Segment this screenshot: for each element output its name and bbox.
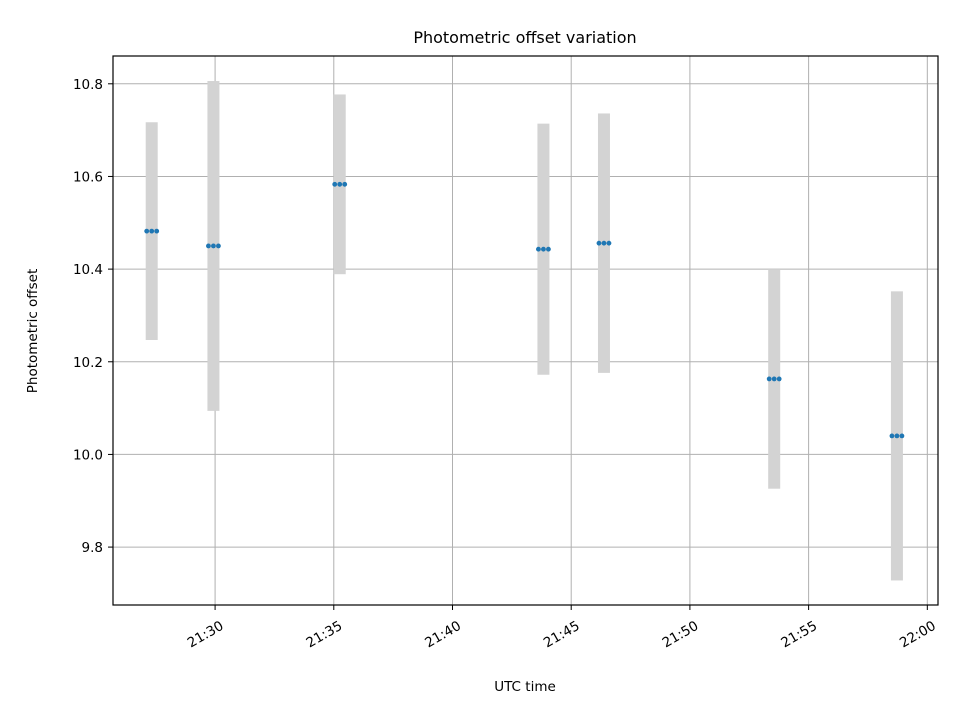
y-axis-ticks: 9.8 10.0 10.2 10.4 10.6 10.8	[73, 77, 113, 556]
data-point-marker	[596, 240, 602, 246]
data-point-marker	[541, 246, 546, 252]
y-tick-label: 10.8	[73, 77, 103, 93]
data-point	[144, 228, 160, 234]
data-point-marker	[149, 228, 155, 234]
y-tick-label: 10.2	[73, 355, 103, 371]
chart-title: Photometric offset variation	[413, 28, 636, 47]
grid-lines	[113, 56, 938, 605]
y-tick-label: 10.6	[73, 169, 103, 185]
data-points	[144, 181, 905, 439]
y-tick-label: 9.8	[82, 540, 103, 556]
data-point-marker	[889, 433, 895, 439]
data-point-marker	[211, 243, 216, 249]
data-point-marker	[206, 243, 211, 249]
data-point-marker	[216, 243, 221, 249]
plot-frame	[112, 55, 939, 606]
data-point-marker	[144, 228, 150, 234]
data-point-marker	[601, 240, 607, 246]
data-point-marker	[899, 433, 905, 439]
data-point-marker	[154, 228, 160, 234]
data-point-marker	[332, 181, 338, 187]
data-point	[332, 181, 348, 187]
data-point	[596, 240, 612, 246]
data-point-marker	[546, 246, 551, 252]
x-axis-label: UTC time	[494, 679, 556, 695]
y-tick-label: 10.0	[73, 447, 103, 463]
y-tick-label: 10.4	[73, 262, 103, 278]
data-point-marker	[894, 433, 900, 439]
data-point-marker	[776, 376, 782, 382]
data-point-marker	[536, 246, 541, 252]
data-point	[206, 243, 221, 249]
y-axis-label: Photometric offset	[25, 269, 41, 393]
data-point	[536, 246, 551, 252]
data-point-marker	[766, 376, 772, 382]
data-point-marker	[771, 376, 777, 382]
data-point	[766, 376, 782, 382]
data-point-marker	[337, 181, 343, 187]
data-point	[889, 433, 905, 439]
data-point-marker	[342, 181, 348, 187]
data-point-marker	[606, 240, 612, 246]
